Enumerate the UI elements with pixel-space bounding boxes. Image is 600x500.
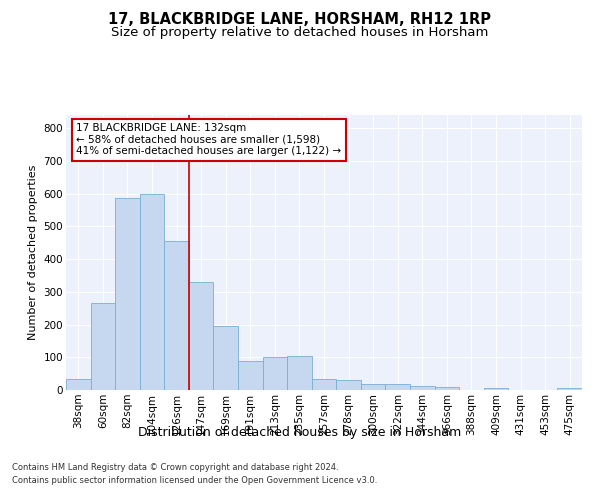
Bar	[484, 388, 508, 390]
Bar	[410, 386, 434, 390]
Bar	[336, 380, 361, 390]
Bar	[557, 388, 582, 390]
Bar	[385, 384, 410, 390]
Bar	[287, 356, 312, 390]
Bar	[263, 358, 287, 390]
Bar	[66, 378, 91, 390]
Text: 17, BLACKBRIDGE LANE, HORSHAM, RH12 1RP: 17, BLACKBRIDGE LANE, HORSHAM, RH12 1RP	[109, 12, 491, 28]
Bar	[140, 194, 164, 390]
Y-axis label: Number of detached properties: Number of detached properties	[28, 165, 38, 340]
Bar	[312, 378, 336, 390]
Text: 17 BLACKBRIDGE LANE: 132sqm
← 58% of detached houses are smaller (1,598)
41% of : 17 BLACKBRIDGE LANE: 132sqm ← 58% of det…	[76, 123, 341, 156]
Bar	[91, 303, 115, 390]
Text: Contains public sector information licensed under the Open Government Licence v3: Contains public sector information licen…	[12, 476, 377, 485]
Text: Distribution of detached houses by size in Horsham: Distribution of detached houses by size …	[139, 426, 461, 439]
Bar	[214, 326, 238, 390]
Bar	[434, 386, 459, 390]
Bar	[164, 241, 189, 390]
Bar	[189, 282, 214, 390]
Text: Contains HM Land Registry data © Crown copyright and database right 2024.: Contains HM Land Registry data © Crown c…	[12, 464, 338, 472]
Bar	[115, 198, 140, 390]
Bar	[238, 360, 263, 390]
Bar	[361, 384, 385, 390]
Text: Size of property relative to detached houses in Horsham: Size of property relative to detached ho…	[112, 26, 488, 39]
